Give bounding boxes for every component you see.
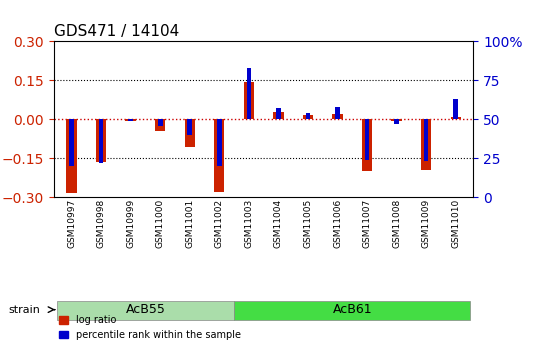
Text: AcB61: AcB61	[332, 303, 372, 316]
Bar	[394, 119, 399, 124]
Text: AcB55: AcB55	[125, 303, 165, 316]
Bar	[306, 113, 310, 119]
Bar	[335, 107, 340, 119]
Bar	[155, 119, 165, 131]
Bar	[69, 119, 74, 166]
Bar	[450, 117, 461, 119]
Text: GDS471 / 14104: GDS471 / 14104	[54, 24, 179, 39]
Bar	[185, 119, 195, 147]
Bar	[128, 119, 133, 121]
Bar	[217, 119, 222, 166]
Text: strain: strain	[8, 305, 40, 315]
Bar	[332, 114, 343, 119]
Bar	[66, 119, 77, 193]
Bar	[214, 119, 224, 192]
Bar	[158, 119, 162, 126]
Bar	[99, 119, 103, 163]
Bar	[244, 82, 254, 119]
Bar	[392, 119, 402, 121]
Bar	[303, 116, 313, 119]
Bar	[273, 111, 284, 119]
Legend: log ratio, percentile rank within the sample: log ratio, percentile rank within the sa…	[59, 315, 241, 340]
Bar	[421, 119, 431, 170]
FancyBboxPatch shape	[234, 300, 471, 320]
FancyBboxPatch shape	[56, 300, 234, 320]
Bar	[424, 119, 428, 161]
Bar	[246, 68, 251, 119]
Bar	[187, 119, 192, 135]
Bar	[125, 119, 136, 121]
Bar	[365, 119, 370, 160]
Bar	[362, 119, 372, 171]
Bar	[454, 99, 458, 119]
Bar	[276, 108, 281, 119]
Bar	[96, 119, 107, 162]
